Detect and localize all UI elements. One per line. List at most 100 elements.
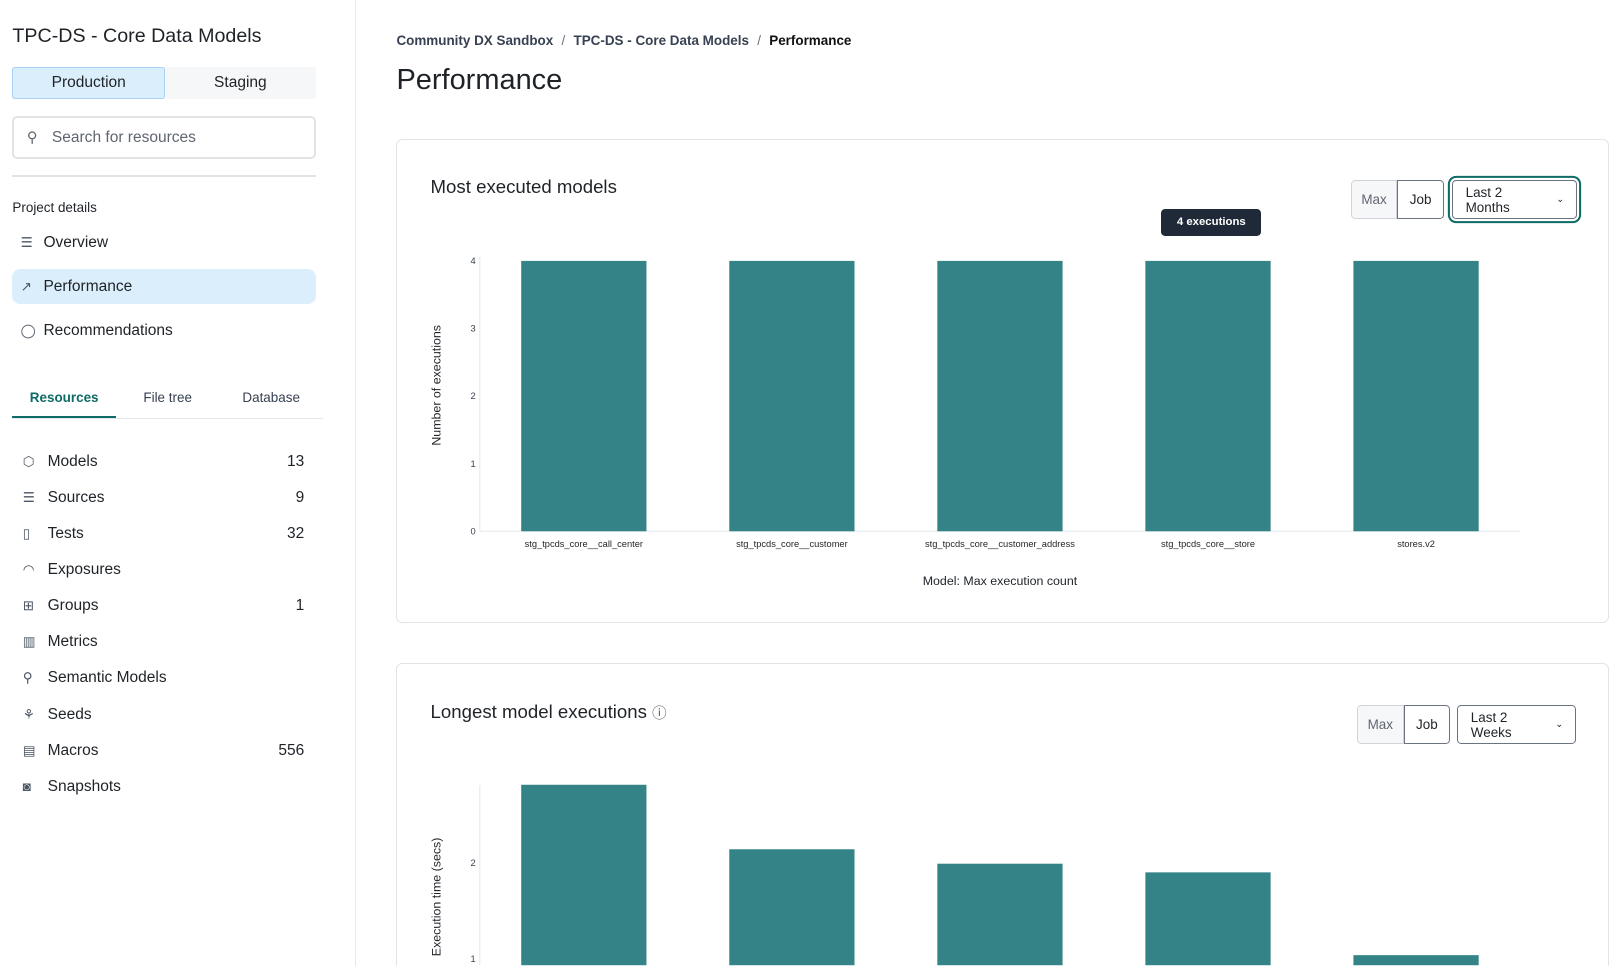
x-tick-label: stg_tpcds_core__customer_address	[925, 538, 1075, 548]
resource-label: Snapshots	[47, 777, 121, 795]
env-tab-production[interactable]: Production	[12, 67, 166, 100]
project-title: TPC-DS - Core Data Models	[12, 24, 262, 47]
most-executed-card: Most executed models Max Job Last 2 Mont…	[396, 138, 1609, 624]
resource-item-models[interactable]: ⬡ Models 13	[23, 446, 305, 477]
chart-most-executed: 0 1 2 3 4 stg_tpcds_core__call_center stg_tpcd…	[430, 256, 1521, 588]
resource-item-groups[interactable]: ⊞ Groups 1	[23, 591, 305, 622]
job-button[interactable]: Job	[1403, 704, 1451, 745]
section-label: Project details	[12, 199, 97, 215]
resource-label: Metrics	[47, 633, 98, 651]
chevron-down-icon: ⌄	[1555, 719, 1563, 729]
bar-chart-icon: ▥	[22, 634, 36, 650]
resource-item-snapshots[interactable]: ◙ Snapshots	[23, 771, 305, 802]
graph-icon: ⚲	[22, 670, 33, 686]
bar	[1145, 872, 1272, 966]
nav-label: Overview	[43, 234, 109, 252]
card-title-text: Longest model executions	[430, 700, 647, 722]
resource-label: Sources	[47, 488, 105, 506]
y-tick-label: 4	[471, 256, 476, 266]
resource-item-seeds[interactable]: ⚘ Seeds	[23, 699, 305, 730]
bar	[729, 849, 855, 966]
x-axis-title: Model: Max execution count	[923, 574, 1078, 588]
y-tick-label: 1	[471, 458, 476, 468]
file-icon: ▤	[22, 742, 36, 758]
range-value: Last 2 Months	[1465, 184, 1510, 215]
y-tick-label: 2	[471, 391, 476, 401]
tab-file-tree[interactable]: File tree	[143, 389, 192, 405]
y-axis-title: Execution time (secs)	[430, 838, 444, 957]
nav-item-recommendations[interactable]: ◯ Recommendations	[12, 314, 315, 349]
resource-label: Groups	[47, 597, 99, 615]
search-icon: ⚲	[26, 129, 38, 146]
resource-item-macros[interactable]: ▤ Macros 556	[23, 735, 305, 766]
nav-item-performance[interactable]: ↗ Performance	[12, 269, 316, 305]
grid-icon: ⊞	[22, 598, 35, 614]
max-button[interactable]: Max	[1350, 180, 1398, 220]
resource-label: Seeds	[47, 705, 92, 723]
range-value: Last 2 Weeks	[1470, 709, 1512, 740]
nav-item-overview[interactable]: ☰ Overview	[12, 226, 315, 261]
bar	[1145, 260, 1272, 531]
camera-icon: ◙	[22, 779, 31, 795]
breadcrumb-link[interactable]: Community DX Sandbox	[396, 33, 554, 49]
max-button[interactable]: Max	[1356, 704, 1404, 745]
bar	[1353, 260, 1480, 531]
range-dropdown[interactable]: Last 2 Months ⌄	[1452, 180, 1578, 220]
breadcrumb-link[interactable]: TPC-DS - Core Data Models	[573, 33, 749, 49]
gauge-icon: ◠	[22, 562, 35, 578]
resource-count: 9	[295, 488, 305, 506]
tab-resources[interactable]: Resources	[12, 379, 116, 419]
search-input[interactable]: ⚲ Search for resources	[12, 115, 316, 160]
bar	[937, 260, 1064, 531]
resource-item-exposures[interactable]: ◠ Exposures	[23, 555, 305, 586]
x-tick-label: stg_tpcds_core__customer	[737, 538, 849, 548]
resource-label: Macros	[47, 741, 99, 759]
x-tick-label: stg_tpcds_core__call_center	[525, 538, 643, 548]
resource-label: Exposures	[47, 561, 121, 579]
info-icon[interactable]: ⓘ	[652, 705, 667, 722]
y-tick-label: 1	[471, 955, 476, 965]
page-title: Performance	[396, 64, 563, 97]
environment-toggle: Production Staging	[12, 67, 316, 100]
y-tick-label: 0	[471, 526, 476, 536]
y-axis-title: Number of executions	[430, 325, 444, 446]
breadcrumb: Community DX Sandbox / TPC-DS - Core Data …	[396, 33, 852, 49]
resource-item-sources[interactable]: ☰ Sources 9	[23, 482, 305, 513]
bar	[1353, 955, 1480, 966]
y-tick-label: 2	[471, 858, 476, 868]
bar	[937, 864, 1064, 966]
resource-tabs: Resources File tree Database	[12, 379, 323, 420]
resource-item-semantic-models[interactable]: ⚲ Semantic Models	[23, 663, 305, 694]
clipboard-icon: ▯	[22, 525, 31, 541]
x-tick-label: stg_tpcds_core__store	[1161, 538, 1255, 548]
divider	[12, 174, 316, 177]
resource-count: 556	[278, 741, 305, 759]
resource-item-tests[interactable]: ▯ Tests 32	[23, 518, 305, 549]
card-title: Most executed models	[430, 175, 617, 197]
sidebar: TPC-DS - Core Data Models Production Sta…	[0, 0, 357, 966]
seedling-icon: ⚘	[22, 706, 35, 722]
env-tab-staging[interactable]: Staging	[214, 74, 267, 92]
search-placeholder: Search for resources	[51, 128, 196, 146]
bar	[521, 785, 647, 966]
resource-item-metrics[interactable]: ▥ Metrics	[23, 627, 305, 658]
resource-label: Tests	[47, 524, 84, 542]
range-dropdown[interactable]: Last 2 Weeks ⌄	[1457, 704, 1577, 745]
job-button[interactable]: Job	[1397, 180, 1444, 220]
nav-label: Performance	[43, 277, 133, 295]
cube-icon: ⬡	[22, 453, 35, 469]
longest-executions-card: Longest model executions ⓘ Max Job Last …	[396, 663, 1609, 966]
list-icon: ☰	[20, 235, 33, 251]
chevron-down-icon: ⌄	[1556, 194, 1565, 205]
resource-label: Semantic Models	[47, 669, 167, 687]
bar	[729, 260, 855, 531]
nav-label: Recommendations	[43, 322, 173, 340]
max-job-toggle: Max Job	[1356, 704, 1451, 745]
y-tick-label: 3	[471, 323, 476, 333]
database-icon: ☰	[22, 489, 35, 505]
resource-count: 32	[287, 524, 305, 542]
chart-longest-executions: 1 2 Execution time (secs)	[430, 785, 1480, 966]
max-job-toggle: Max Job	[1350, 180, 1444, 220]
tab-database[interactable]: Database	[242, 389, 300, 405]
x-tick-label: stores.v2	[1398, 538, 1436, 548]
